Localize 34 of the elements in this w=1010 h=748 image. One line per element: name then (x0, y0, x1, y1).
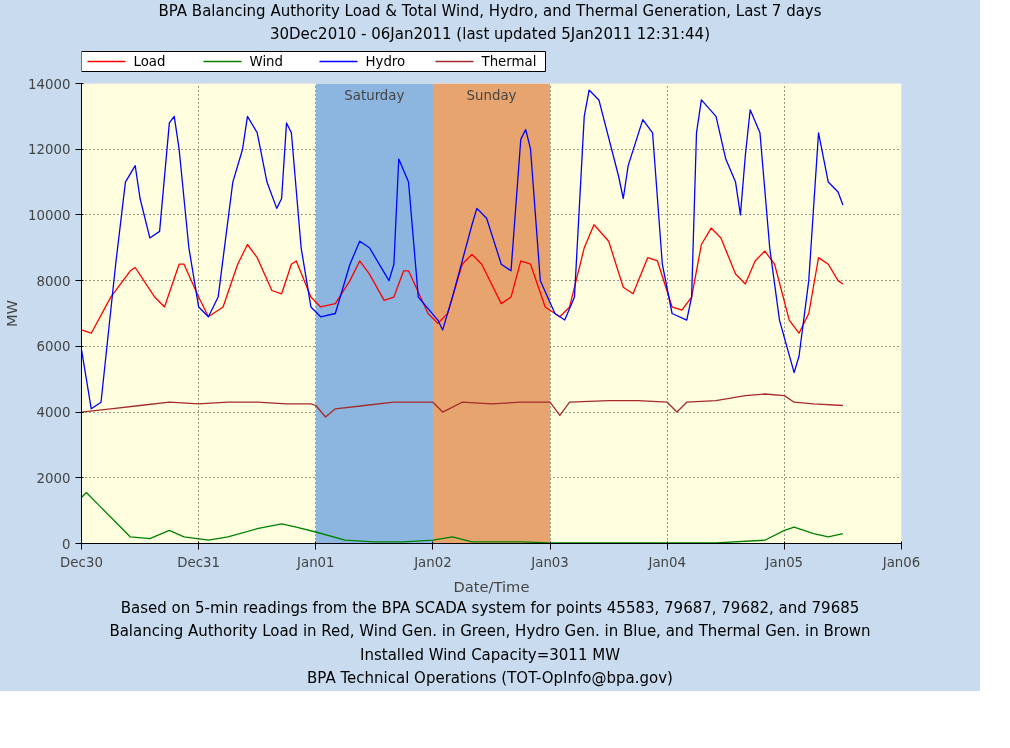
band-label: Sunday (466, 87, 517, 103)
legend-label: Thermal (480, 53, 537, 69)
line-series (81, 393, 844, 418)
band-label: Saturday (344, 87, 405, 103)
line-series (81, 89, 844, 410)
text: BPA Technical Operations (TOT-OpInfo@bpa.gov) (307, 668, 673, 690)
y-tick-label: 6000 (36, 339, 71, 355)
y-tick-label: 4000 (36, 404, 71, 420)
x-tick-label: Jan05 (764, 554, 804, 570)
y-axis-title: MW (3, 299, 21, 327)
x-axis-title: Date/Time (453, 577, 530, 595)
x-tick-label: Jan06 (881, 554, 921, 570)
y-tick-label: 2000 (36, 470, 71, 486)
x-tick-label: Jan04 (647, 554, 686, 570)
text: Installed Wind Capacity=3011 MW (360, 644, 620, 666)
line-series (81, 491, 844, 544)
text: Balancing Authority Load in Red, Wind Gen. in Green, Hydro Gen. in Blue, and Thermal Gen. in Brown (109, 621, 871, 643)
chart-title: BPA Balancing Authority Load & Total Wind, Hydro, and Thermal Generation, Last 7 days (158, 1, 822, 22)
x-tick-label: Dec31 (177, 554, 221, 570)
x-tick-label: Jan01 (296, 554, 335, 570)
y-tick-label: 10000 (28, 207, 71, 223)
line-series (81, 223, 844, 334)
x-tick-label: Jan03 (530, 554, 569, 570)
x-tick-label: Jan02 (413, 554, 452, 570)
legend-label: Hydro (365, 53, 406, 69)
x-tick-label: Dec30 (60, 554, 103, 570)
y-tick-label: 12000 (28, 142, 71, 158)
chart-subtitle: 30Dec2010 - 06Jan2011 (last updated 5Jan2011 12:31:44) (269, 24, 711, 46)
y-tick-label: 0 (62, 536, 71, 552)
legend-label: Load (133, 53, 166, 69)
y-tick-label: 8000 (36, 273, 71, 289)
y-tick-label: 14000 (28, 76, 71, 92)
legend-label: Wind (249, 53, 283, 69)
text: Based on 5-min readings from the BPA SCADA system for points 45583, 79687, 79682, and 79685 (120, 597, 860, 619)
